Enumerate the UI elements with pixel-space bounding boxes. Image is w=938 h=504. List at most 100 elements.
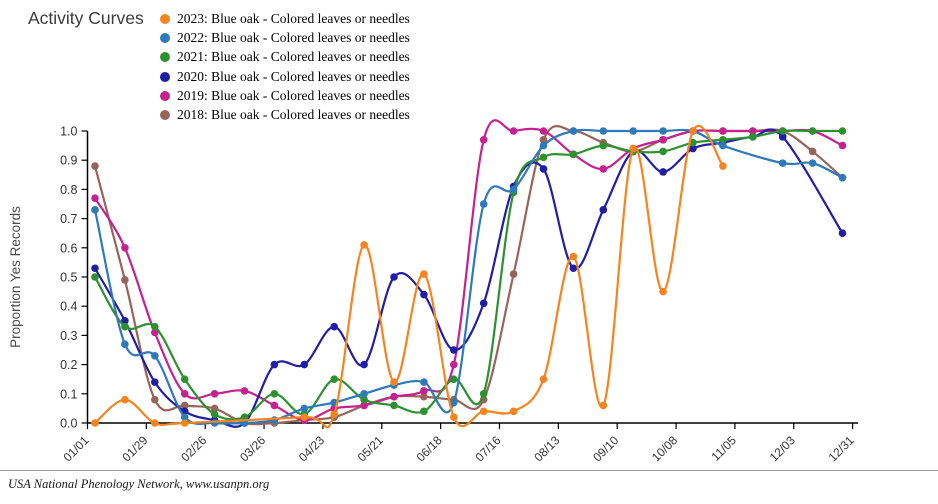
data-point [121,317,129,325]
data-point [420,270,428,278]
data-point [360,401,368,410]
activity-curves-chart: 0.0 0.1 0.2 0.3 0.4 0.5 0.6 0.7 0.8 0.9 1.0 01/01 01… [8,119,858,464]
data-point [330,410,339,419]
legend-item-2019[interactable]: 2019: Blue oak - Colored leaves or needl… [160,86,410,105]
data-point [599,165,608,173]
data-point [210,410,219,419]
data-point [749,133,757,141]
data-point [91,194,99,202]
data-point [509,407,518,416]
legend-item-2022[interactable]: 2022: Blue oak - Colored leaves or needl… [160,28,410,47]
data-point [91,419,99,427]
data-point [539,153,548,162]
data-point [390,401,398,410]
data-point [450,398,458,407]
data-point [270,390,279,398]
data-point [390,378,398,386]
chart-legend: 2023: Blue oak - Colored leaves or needl… [160,9,410,125]
data-point [599,401,608,410]
data-point [599,141,608,150]
y-tick-label: 0.0 [60,417,77,431]
x-tick-label: 01/01 [60,433,91,464]
y-tick-label: 0.4 [60,300,77,314]
data-point [91,273,99,281]
data-point [360,390,368,398]
data-point [270,360,279,369]
legend-item-2018[interactable]: 2018: Blue oak - Colored leaves or needl… [160,105,410,124]
data-point [479,390,488,398]
data-point [659,135,667,144]
series-line-2019 [93,119,844,422]
data-point [151,419,159,427]
data-point [121,322,129,331]
data-point [569,252,578,261]
data-point [838,229,847,237]
data-point [719,162,727,170]
data-point [569,127,578,135]
data-point [121,244,129,252]
y-tick-label: 0.8 [60,183,77,197]
legend-item-2023[interactable]: 2023: Blue oak - Colored leaves or needl… [160,9,410,28]
legend-marker-icon [160,32,170,43]
x-tick-label: 12/31 [826,433,857,464]
data-point [509,185,518,194]
data-point [420,387,428,395]
x-tick-label: 09/10 [590,433,621,464]
page-title: Activity Curves [28,8,144,28]
data-point [659,127,667,135]
data-point [479,135,488,144]
data-point [569,150,578,159]
legend-label: 2018: Blue oak - Colored leaves or needl… [177,107,410,123]
data-point [808,127,817,135]
data-point [719,135,727,144]
data-point [808,159,817,167]
data-point [121,276,129,284]
data-point [539,127,548,135]
x-tick-label: 06/18 [414,433,445,464]
data-point [360,395,368,404]
y-tick-label: 0.5 [60,271,77,285]
data-point [180,390,189,398]
y-tick-label: 0.6 [60,241,77,255]
data-point [121,395,129,404]
series-2023 [91,124,727,429]
y-tick-label: 0.7 [60,212,77,226]
data-point [659,147,667,156]
data-point [210,390,219,398]
legend-item-2020[interactable]: 2020: Blue oak - Colored leaves or needl… [160,67,410,86]
data-point [121,340,129,348]
data-point [629,144,637,153]
data-point [778,159,787,167]
data-point [210,419,219,427]
data-point [719,127,727,135]
series-line-2023 [93,124,724,429]
x-tick-label: 10/08 [649,433,680,464]
data-point [330,322,339,331]
data-point [420,290,428,299]
legend-label: 2019: Blue oak - Colored leaves or needl… [177,88,410,104]
data-point [450,413,458,421]
data-point [479,200,488,208]
data-point [569,264,578,273]
x-tick-label: 07/16 [472,433,503,464]
x-tick-label: 05/21 [355,433,386,464]
legend-label: 2020: Blue oak - Colored leaves or needl… [177,68,410,84]
data-point [210,404,219,413]
legend-item-2021[interactable]: 2021: Blue oak - Colored leaves or needl… [160,48,410,67]
x-tick-label: 12/03 [767,433,798,464]
y-tick-label: 0.2 [60,358,77,372]
data-point [479,299,488,308]
legend-marker-icon [160,110,170,121]
data-point [390,392,398,401]
data-point [180,401,189,410]
data-point [151,352,159,360]
data-point [719,141,727,150]
legend-marker-icon [160,71,170,82]
data-point [360,360,368,369]
series-2018 [91,125,847,427]
data-point [180,413,189,421]
legend-label: 2023: Blue oak - Colored leaves or needl… [177,10,410,26]
data-point [838,173,847,182]
data-point [450,360,458,369]
data-point [659,287,667,296]
